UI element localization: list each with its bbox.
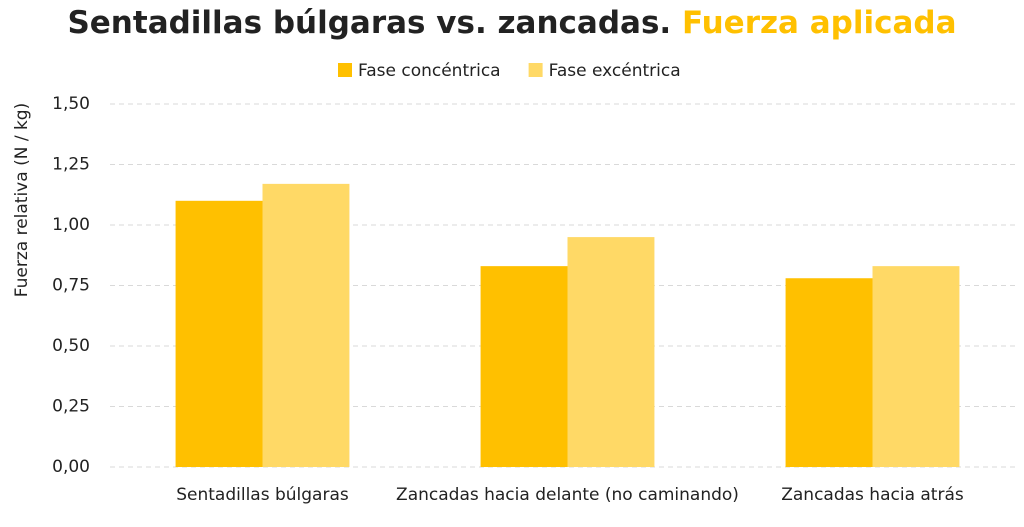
legend-label: Fase excéntrica [549,61,681,81]
x-tick-label: Sentadillas búlgaras [176,485,349,505]
y-tick-label: 1,50 [52,94,90,114]
bar [567,237,655,467]
title-main: Sentadillas búlgaras vs. zancadas. [67,5,671,41]
bar [785,278,873,467]
legend-swatch [528,63,543,77]
y-tick-label: 1,25 [52,155,90,175]
y-tick-label: 1,00 [52,215,90,235]
title-highlight: Fuerza aplicada [682,5,957,41]
legend-swatch [338,63,352,77]
bar [262,183,350,468]
x-tick-label: Zancadas hacia delante (no caminando) [396,485,739,505]
y-tick-label: 0,50 [52,336,90,356]
bar [872,266,960,467]
x-tick-label: Zancadas hacia atrás [781,485,964,505]
chart-title: Sentadillas búlgaras vs. zancadas. Fuerz… [67,5,956,41]
y-axis-label: Fuerza relativa (N / kg) [12,103,32,297]
y-tick-label: 0,25 [52,397,90,417]
bar [175,200,263,468]
bar [480,266,568,467]
y-tick-label: 0,75 [52,276,90,296]
legend-label: Fase concéntrica [358,61,501,81]
y-tick-label: 0,00 [52,457,90,477]
